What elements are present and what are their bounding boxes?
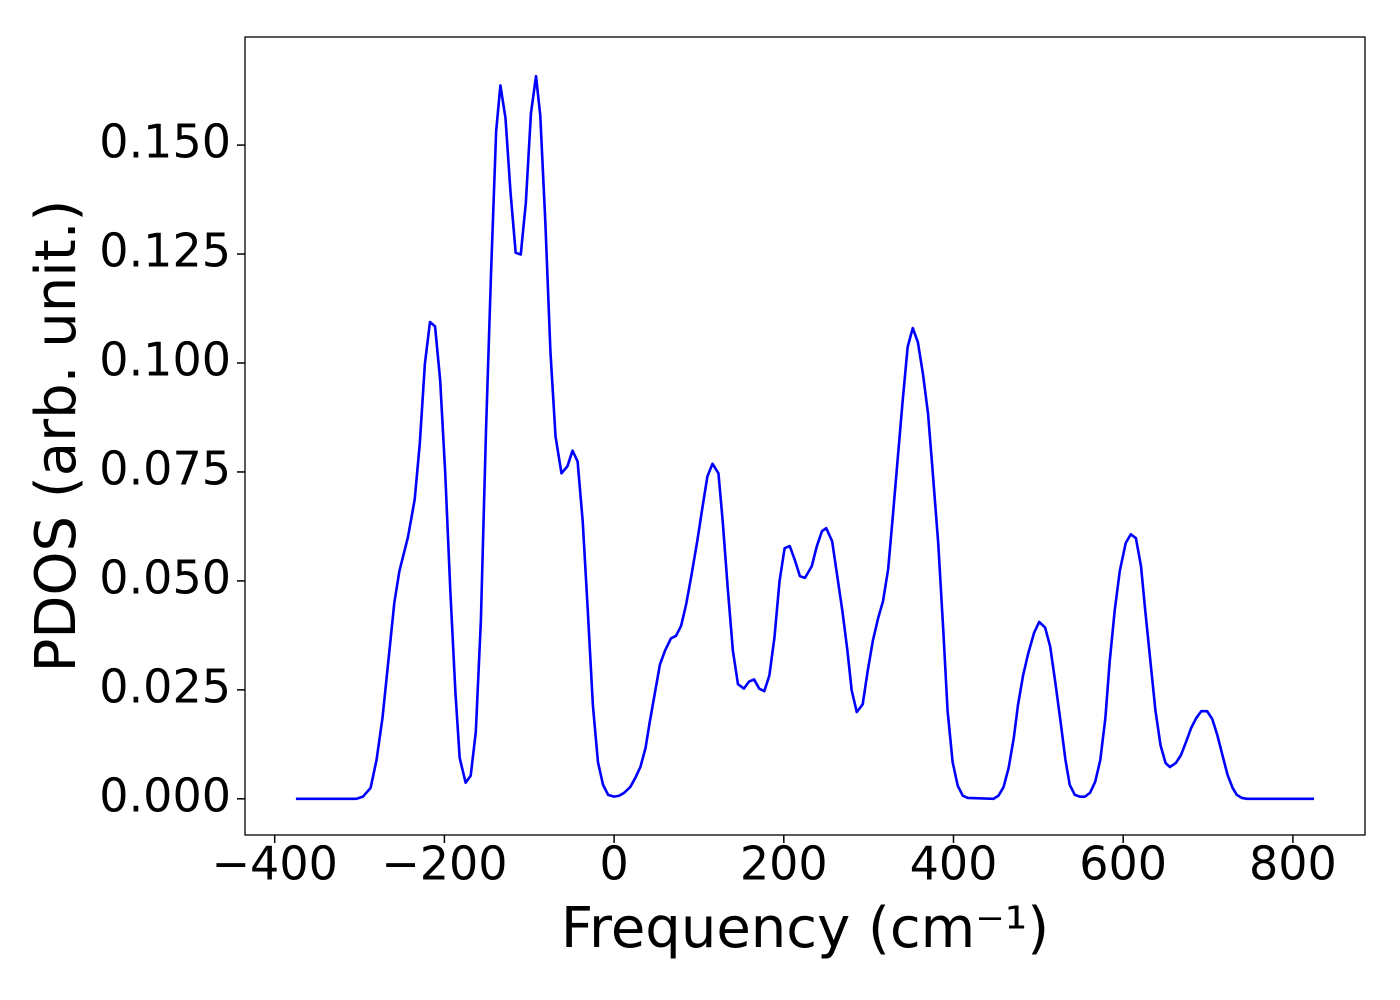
data-line bbox=[295, 74, 1315, 801]
y-tick-label: 0.050 bbox=[99, 550, 231, 604]
y-tick-label: 0.100 bbox=[99, 332, 231, 386]
y-tick-label: 0.150 bbox=[99, 115, 231, 169]
y-tick-label: 0.125 bbox=[99, 224, 231, 278]
y-tick-label: 0.000 bbox=[99, 768, 231, 822]
x-tick-label: 400 bbox=[910, 837, 998, 891]
y-tick-label: 0.075 bbox=[99, 441, 231, 495]
y-axis-label: PDOS (arb. unit.) bbox=[24, 200, 89, 673]
x-axis-label: Frequency (cm⁻¹) bbox=[561, 896, 1049, 961]
x-tick-label: 600 bbox=[1079, 837, 1167, 891]
plot-frame bbox=[244, 36, 1366, 836]
x-tick-label: 200 bbox=[740, 837, 828, 891]
x-tick-label: 800 bbox=[1249, 837, 1337, 891]
x-tick-label: 0 bbox=[599, 837, 628, 891]
x-tick-label: −400 bbox=[212, 837, 338, 891]
y-tick-label: 0.025 bbox=[99, 659, 231, 713]
x-tick-label: −200 bbox=[381, 837, 507, 891]
